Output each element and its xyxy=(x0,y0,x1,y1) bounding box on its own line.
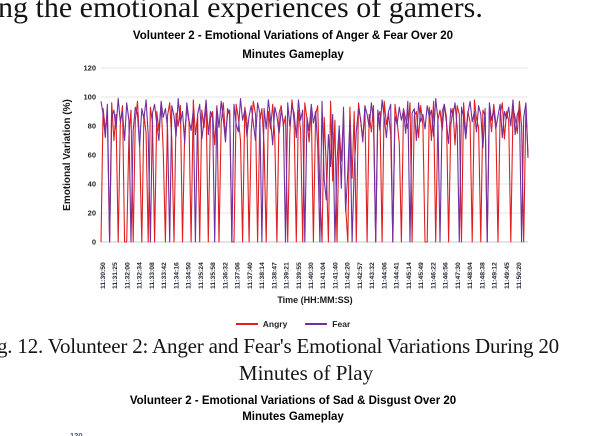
x-tick-label: 11:39:21 xyxy=(284,262,291,289)
chart-title: Volunteer 2 - Emotional Variations of An… xyxy=(0,27,586,65)
x-tick-label: 11:46:22 xyxy=(430,262,437,289)
x-tick-label: 11:50:20 xyxy=(516,262,523,289)
x-tick-label: 11:41:04 xyxy=(320,262,327,289)
x-tick-label: 11:48:38 xyxy=(479,262,486,289)
legend-item-fear: Fear xyxy=(305,319,350,329)
x-tick-label: 11:33:08 xyxy=(149,262,156,289)
x-tick-label: 11:31:25 xyxy=(112,262,119,289)
x-tick-label: 11:37:06 xyxy=(235,262,242,289)
x-tick-label: 11:32:34 xyxy=(137,262,144,289)
x-tick-label: 11:33:42 xyxy=(161,262,168,289)
x-tick-label: 11:42:20 xyxy=(345,262,352,289)
legend-label-fear: Fear xyxy=(332,319,351,329)
y-axis-title: Emotional Variation (%) xyxy=(62,99,73,211)
x-tick-label: 11:34:16 xyxy=(173,262,180,289)
x-tick-label: 11:49:45 xyxy=(504,262,511,289)
x-tick-label: 11:45:49 xyxy=(418,262,425,289)
x-tick-label: 11:40:30 xyxy=(308,262,315,289)
x-tick-label: 11:47:30 xyxy=(455,262,462,289)
x-tick-label: 11:35:58 xyxy=(210,262,217,289)
x-tick-label: 11:49:12 xyxy=(492,262,499,289)
chart-title-line2: Minutes Gameplay xyxy=(242,49,344,61)
series-fear-line xyxy=(100,97,529,243)
x-axis-title: Time (HH:MM:SS) xyxy=(277,295,352,305)
chart-title-line1: Volunteer 2 - Emotional Variations of An… xyxy=(132,30,454,42)
y-tick-label: 60 xyxy=(88,151,96,160)
x-tick-label: 11:34:50 xyxy=(186,262,193,289)
anger-fear-chart: Emotional Variation (%) Time (HH:MM:SS) … xyxy=(62,64,529,305)
legend-label-angry: Angry xyxy=(262,319,288,329)
y-tick-label: 120 xyxy=(83,64,96,73)
x-tick-label: 11:42:57 xyxy=(357,262,364,289)
x-tick-label: 11:39:55 xyxy=(296,262,303,289)
series-angry-line xyxy=(100,99,529,243)
x-tick-label: 11:30:50 xyxy=(100,262,107,289)
y-tick-label: 0 xyxy=(92,238,96,247)
figure-caption-line1: g. 12. Volunteer 2: Anger and Fear's Emo… xyxy=(0,334,559,358)
angry-line-swatch-icon xyxy=(235,323,258,325)
figure-caption: g. 12. Volunteer 2: Anger and Fear's Emo… xyxy=(0,334,612,386)
y-tick-label: 80 xyxy=(88,122,96,131)
x-tick-label: 11:38:47 xyxy=(271,262,278,289)
chart-legend: Angry Fear xyxy=(0,319,586,329)
x-tick-label: 11:46:56 xyxy=(443,262,450,289)
x-tick-label: 11:32:00 xyxy=(125,262,132,289)
fear-line-swatch-icon xyxy=(305,323,328,325)
y-tick-label: 40 xyxy=(88,180,96,189)
legend-item-angry: Angry xyxy=(235,319,288,329)
x-tick-label: 11:44:41 xyxy=(394,262,401,289)
next-chart-title-line1: Volunteer 2 - Emotional Variations of Sa… xyxy=(129,395,457,407)
y-tick-label: 100 xyxy=(83,93,96,102)
x-tick-label: 11:35:24 xyxy=(198,262,205,289)
next-chart-title: Volunteer 2 - Emotional Variations of Sa… xyxy=(0,393,586,425)
x-tick-label: 11:38:14 xyxy=(259,262,266,289)
y-tick-label: 20 xyxy=(88,209,96,218)
x-tick-label: 11:37:40 xyxy=(247,262,254,289)
figure-caption-line2: Minutes of Play xyxy=(238,361,374,385)
x-tick-label: 11:36:32 xyxy=(222,262,229,289)
next-chart-partial-ytick: 120 xyxy=(70,431,83,436)
body-text: ng the emotional experiences of gamers. xyxy=(0,0,483,24)
x-tick-label: 11:45:14 xyxy=(406,262,413,289)
next-chart-title-line2: Minutes Gameplay xyxy=(242,411,344,423)
x-tick-label: 11:44:06 xyxy=(381,262,388,289)
x-tick-label: 11:41:40 xyxy=(333,262,340,289)
x-tick-label: 11:43:32 xyxy=(369,262,376,289)
x-tick-label: 11:48:04 xyxy=(467,262,474,289)
